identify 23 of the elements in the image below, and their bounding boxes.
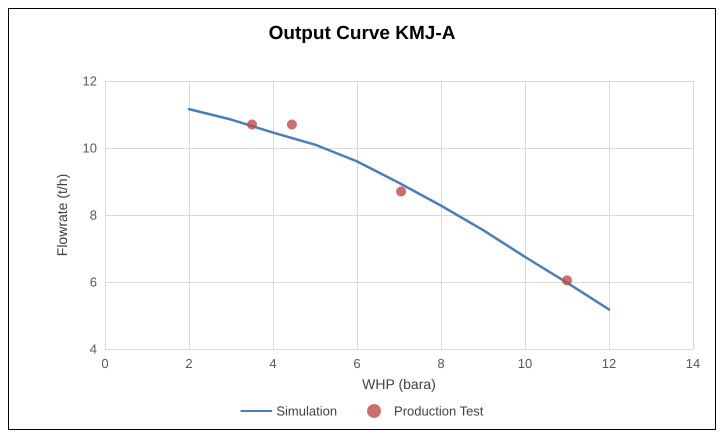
x-tick-label: 2 — [185, 356, 193, 371]
point — [396, 186, 406, 197]
x-tick-label: 12 — [602, 356, 616, 371]
legend-label: Production Test — [394, 404, 484, 418]
x-tick-label: 6 — [353, 356, 361, 371]
y-tick-label: 8 — [90, 208, 97, 222]
x-tick-label: 0 — [101, 356, 109, 371]
x-tick-label: 14 — [686, 356, 700, 371]
y-tick-label: 12 — [82, 74, 97, 88]
y-tick-label: 10 — [82, 140, 97, 156]
x-tick-label: 4 — [269, 356, 277, 371]
line-series — [188, 108, 610, 311]
point — [247, 120, 257, 130]
y-tick-label: 6 — [90, 274, 97, 290]
chart-title: Output Curve KMJ-A — [268, 23, 456, 44]
y-tick-label: 4 — [90, 342, 97, 356]
x-tick-label: 8 — [437, 356, 445, 371]
point — [562, 275, 572, 286]
x-axis-title: WHP (bara) — [362, 376, 436, 392]
point — [286, 120, 297, 130]
x-tick-label: 10 — [518, 356, 532, 371]
legend-label: Simulation — [276, 404, 338, 418]
y-axis-title: Flowrate (t/h) — [54, 174, 70, 256]
